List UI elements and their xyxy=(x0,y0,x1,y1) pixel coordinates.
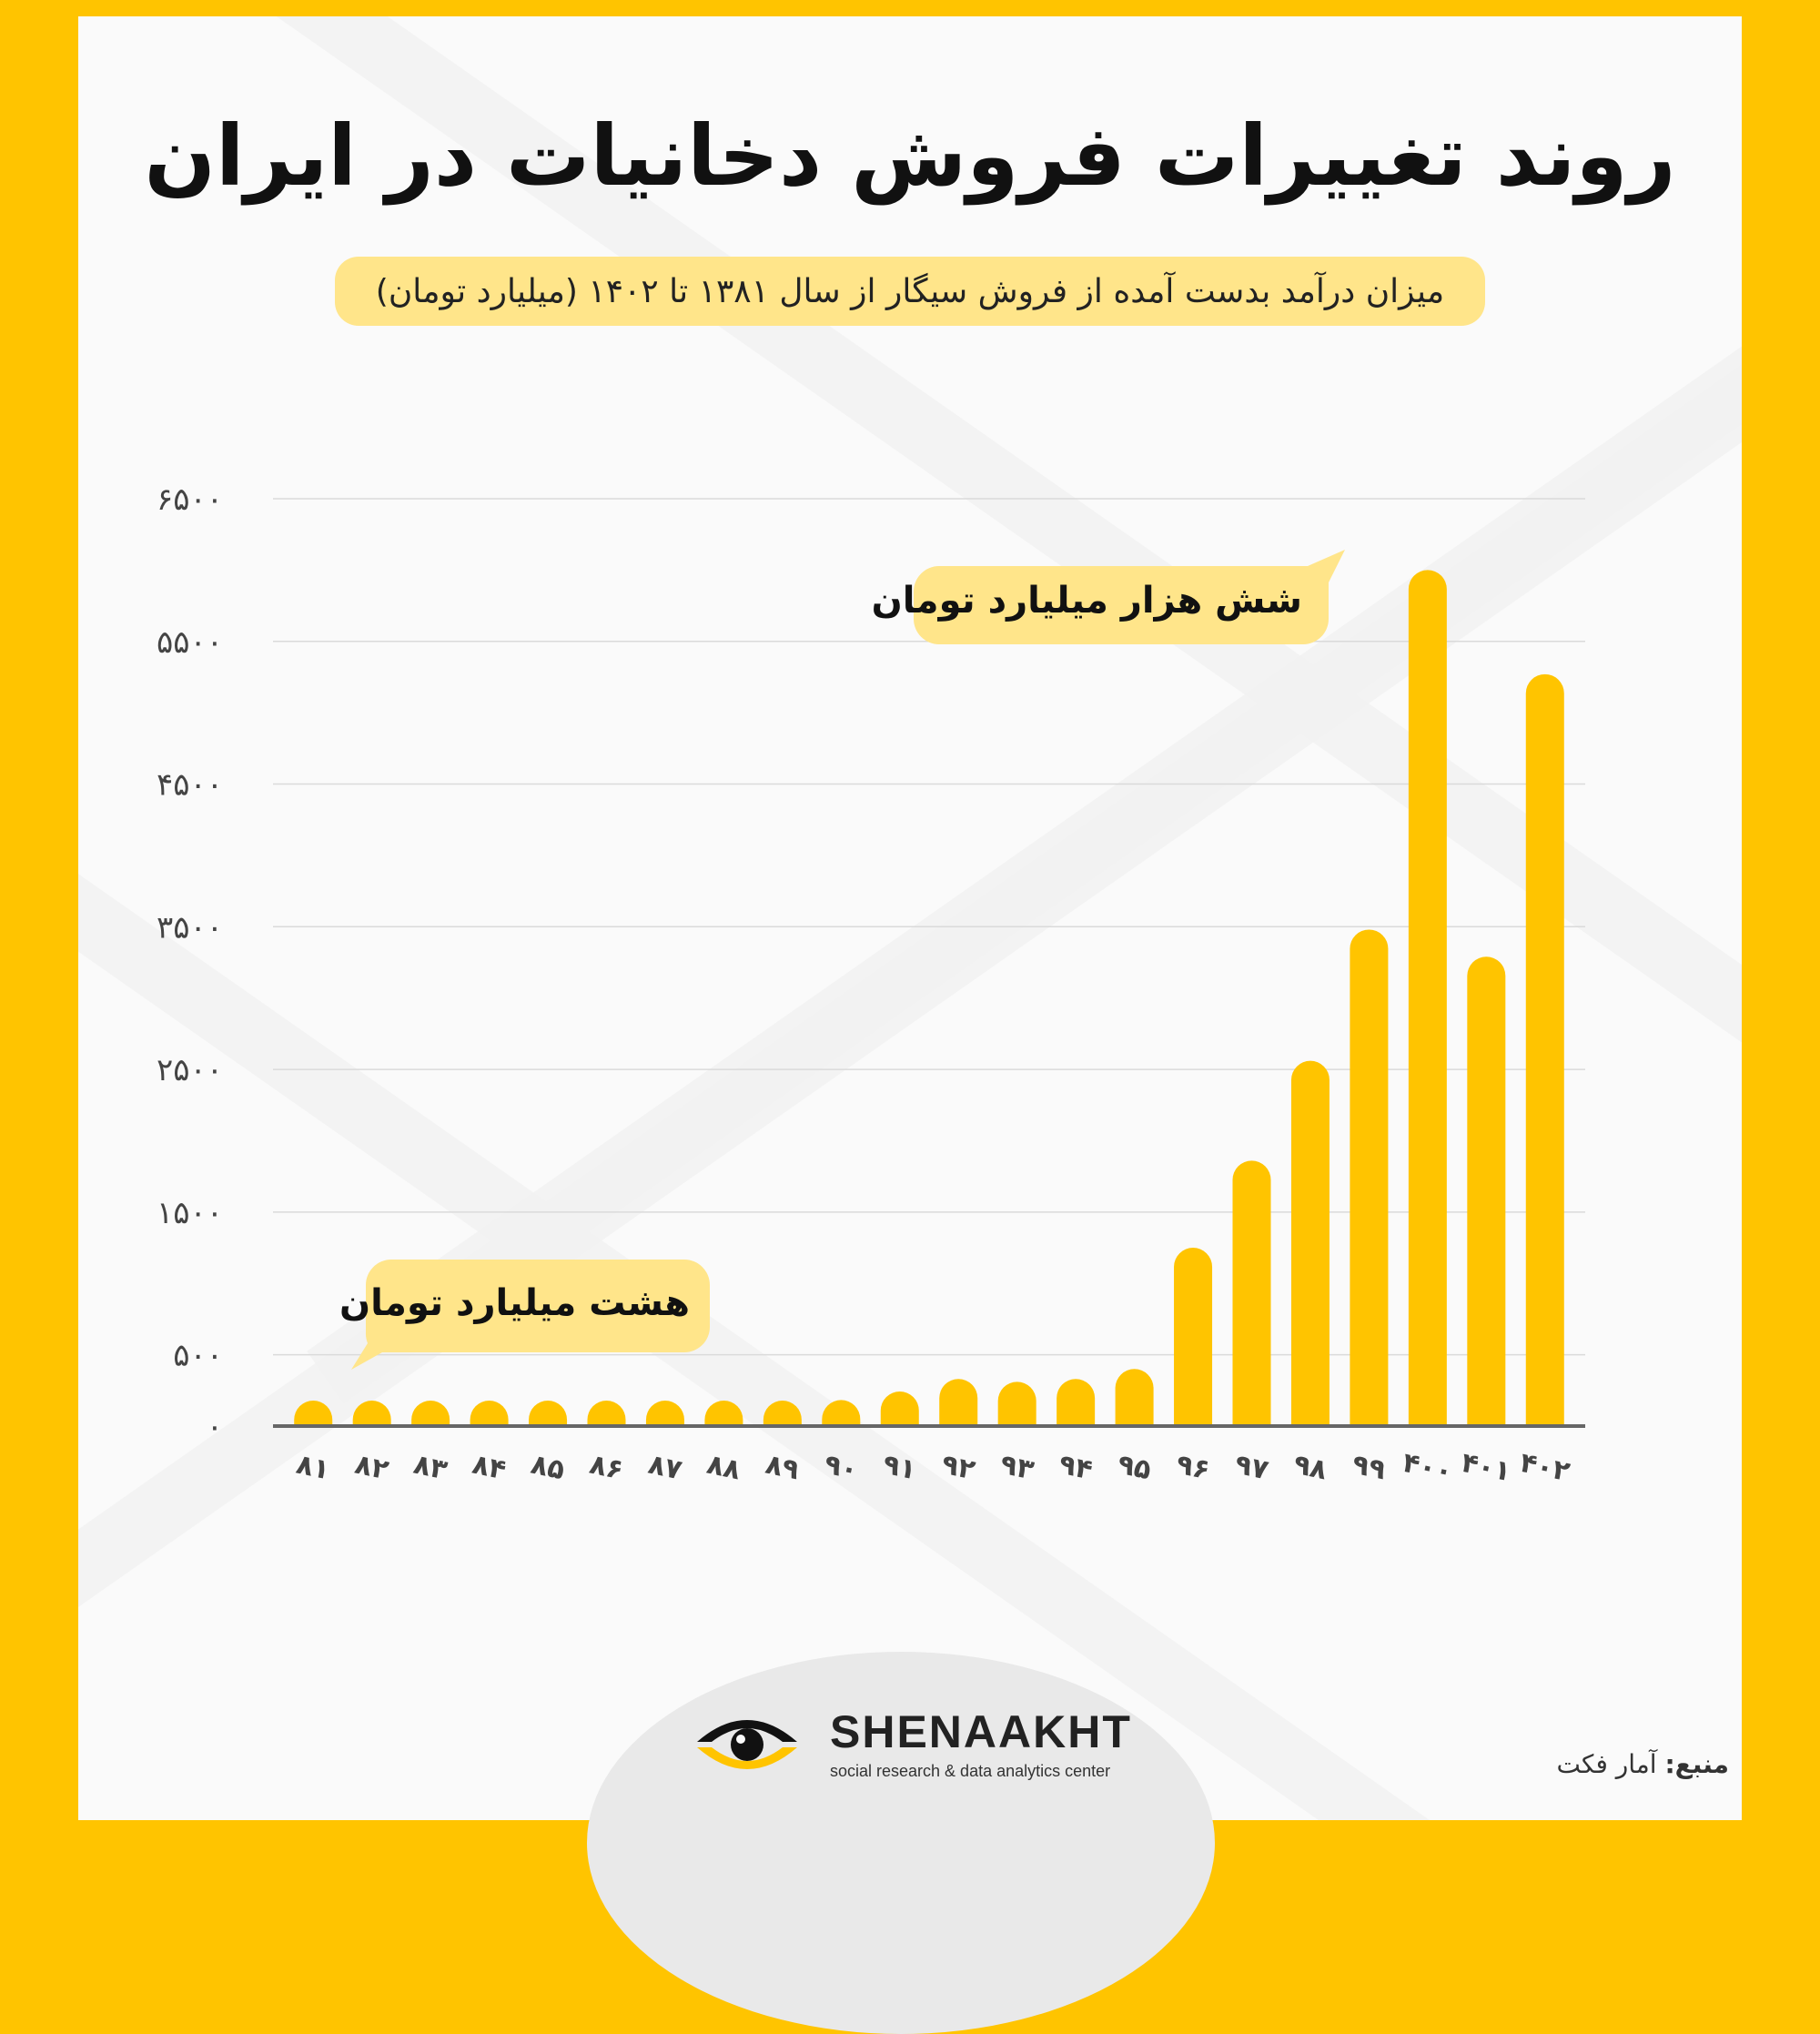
x-tick-label: ۹۰ xyxy=(822,1449,861,1487)
x-tick-label: ۴۰۰ xyxy=(1400,1447,1455,1489)
corner-accent xyxy=(0,0,78,70)
bar xyxy=(529,1401,568,1426)
eye-icon xyxy=(697,1720,797,1769)
bar xyxy=(763,1401,802,1426)
y-tick-label: ۵۰۰ xyxy=(173,1338,223,1374)
source-value: آمار فکت xyxy=(1556,1749,1657,1779)
callout-top-text: شش هزار میلیارد تومان xyxy=(872,580,1302,622)
y-tick-label: ۰ xyxy=(207,1409,223,1445)
brand-tagline: social research & data analytics center xyxy=(830,1762,1111,1780)
bar xyxy=(1350,929,1389,1426)
x-tick-label: ۴۰۱ xyxy=(1459,1447,1514,1489)
page-title: روند تغییرات فروش دخانیات در ایران xyxy=(144,107,1676,205)
x-tick-label: ۴۰۲ xyxy=(1517,1447,1572,1489)
callout-bottom-text: هشت میلیارد تومان xyxy=(339,1282,690,1324)
bar xyxy=(645,1401,684,1426)
x-tick-label: ۹۱ xyxy=(880,1449,919,1487)
bar xyxy=(1467,956,1506,1426)
bar xyxy=(704,1401,743,1426)
bar xyxy=(997,1381,1036,1426)
bar xyxy=(880,1391,919,1426)
bar xyxy=(1408,570,1447,1426)
callout-six-thousand: شش هزار میلیارد تومان xyxy=(872,550,1345,644)
bar xyxy=(1174,1248,1213,1426)
x-tick-label: ۹۳ xyxy=(997,1449,1036,1487)
x-tick-label: ۸۳ xyxy=(410,1449,450,1487)
source-credit: منبع: آمار فکت xyxy=(1556,1749,1729,1779)
y-tick-label: ۲۵۰۰ xyxy=(157,1052,223,1088)
bar xyxy=(411,1401,450,1426)
callout-eight-billion: هشت میلیارد تومان xyxy=(339,1260,710,1370)
subtitle: میزان درآمد بدست آمده از فروش سیگار از س… xyxy=(375,272,1445,310)
y-tick-label: ۱۵۰۰ xyxy=(157,1195,223,1231)
x-tick-label: ۸۲ xyxy=(352,1449,391,1487)
bar xyxy=(1057,1379,1096,1426)
y-tick-label: ۵۵۰۰ xyxy=(157,624,223,661)
x-tick-label: ۹۶ xyxy=(1173,1449,1212,1487)
x-tick-label: ۹۵ xyxy=(1115,1449,1154,1487)
y-tick-label: ۴۵۰۰ xyxy=(157,767,223,804)
bar xyxy=(1232,1160,1271,1426)
x-tick-label: ۸۱ xyxy=(294,1449,333,1487)
x-tick-label: ۸۵ xyxy=(528,1449,567,1487)
x-tick-label: ۸۹ xyxy=(763,1449,802,1487)
x-tick-label: ۸۸ xyxy=(704,1449,743,1487)
bar xyxy=(470,1401,509,1426)
bar xyxy=(587,1401,626,1426)
subtitle-pill: میزان درآمد بدست آمده از فروش سیگار از س… xyxy=(335,257,1485,326)
y-tick-label: ۶۵۰۰ xyxy=(157,481,223,518)
x-tick-label: ۹۴ xyxy=(1056,1449,1095,1487)
bar xyxy=(822,1400,861,1426)
bar xyxy=(352,1401,391,1426)
bar-chart: ۰ ۵۰۰ ۱۵۰۰ ۲۵۰۰ ۳۵۰۰ ۴۵۰۰ ۵۵۰۰ ۶۵۰۰ ۸۱ ۸۲ ۸۳ ۸۴ ۸۵ ۸۶… xyxy=(157,481,1585,1489)
x-tick-label: ۸۷ xyxy=(645,1449,684,1487)
x-tick-label: ۹۹ xyxy=(1350,1449,1389,1487)
y-tick-label: ۳۵۰۰ xyxy=(157,909,223,946)
x-tick-label: ۸۴ xyxy=(470,1449,509,1487)
x-tick-label: ۹۷ xyxy=(1232,1449,1271,1487)
corner-accent xyxy=(1742,0,1820,70)
bar xyxy=(294,1401,333,1426)
x-tick-label: ۹۸ xyxy=(1290,1449,1330,1487)
bar xyxy=(1115,1369,1154,1426)
brand-name: SHENAAKHT xyxy=(830,1706,1132,1757)
bar xyxy=(1525,673,1564,1426)
x-tick-label: ۸۶ xyxy=(587,1449,626,1487)
source-label: منبع: xyxy=(1664,1749,1729,1779)
bar xyxy=(939,1379,978,1426)
x-tick-label: ۹۲ xyxy=(939,1449,978,1487)
brand-logo: SHENAAKHT social research & data analyti… xyxy=(692,1704,1130,1786)
bar xyxy=(1290,1060,1330,1426)
